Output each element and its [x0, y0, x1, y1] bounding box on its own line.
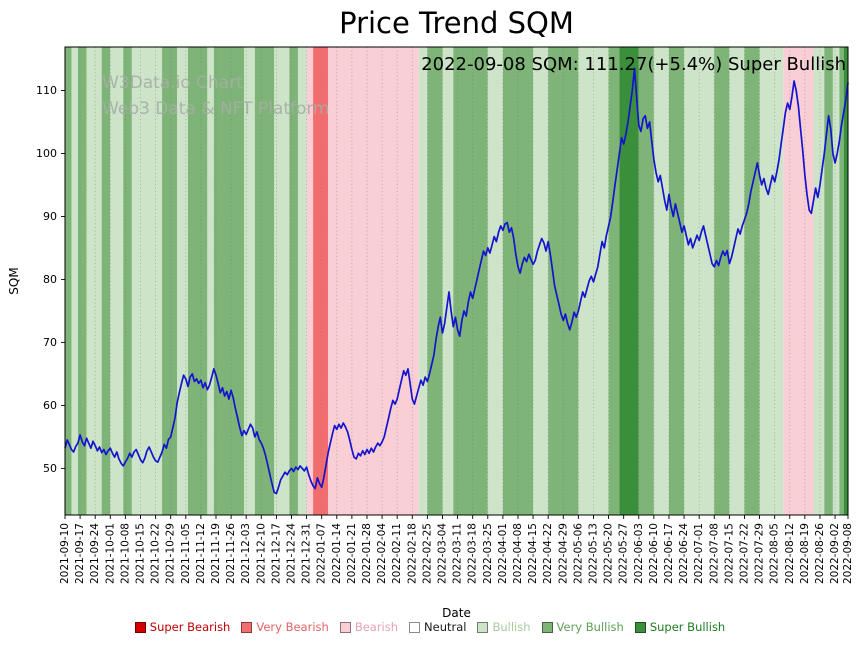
legend-label: Super Bearish: [149, 620, 231, 634]
y-tick-label: 90: [43, 210, 57, 223]
latest-value-annotation: 2022-09-08 SQM: 111.27(+5.4%) Super Bull…: [421, 54, 846, 75]
x-tick-label: 2021-12-17: [270, 523, 282, 584]
x-tick-label: 2022-04-22: [542, 523, 554, 584]
legend-item-very-bullish: Very Bullish: [541, 620, 624, 634]
x-tick-label: 2022-07-01: [693, 523, 705, 584]
x-tick-label: 2021-11-19: [210, 523, 222, 584]
x-tick-label: 2021-11-26: [225, 523, 237, 584]
legend-label: Super Bullish: [649, 620, 726, 634]
y-tick-label: 80: [43, 273, 57, 286]
chart-title: Price Trend SQM: [339, 6, 574, 40]
legend-swatch-bullish: [477, 621, 489, 633]
legend-swatch-super-bullish: [634, 621, 646, 633]
x-tick-label: 2022-09-02: [829, 523, 841, 584]
watermark: W3Data.io Chart Web3 Data & NFT Platform: [102, 70, 330, 123]
x-tick-label: 2022-09-08: [842, 523, 854, 584]
y-tick-label: 100: [36, 147, 57, 160]
x-tick-label: 2022-03-04: [436, 523, 448, 584]
x-tick-label: 2022-04-15: [527, 523, 539, 584]
y-tick-label: 50: [43, 462, 57, 475]
x-tick-label: 2022-07-29: [754, 523, 766, 584]
x-tick-label: 2021-09-17: [74, 523, 86, 584]
y-tick-label: 60: [43, 399, 57, 412]
watermark-line1: W3Data.io Chart: [102, 73, 243, 93]
x-tick-label: 2022-01-14: [331, 523, 343, 584]
legend-item-neutral: Neutral: [409, 620, 466, 634]
x-tick-label: 2022-02-04: [376, 523, 388, 584]
ticks-layer: [61, 90, 849, 519]
x-tick-label: 2022-05-13: [587, 523, 599, 584]
x-tick-label: 2022-02-11: [391, 523, 403, 584]
x-tick-label: 2022-05-27: [618, 523, 630, 584]
legend-item-super-bullish: Super Bullish: [634, 620, 726, 634]
price-line: [64, 67, 849, 495]
x-tick-label: 2022-07-22: [738, 523, 750, 584]
x-tick-label: 2022-07-15: [723, 523, 735, 584]
x-tick-label: 2022-05-06: [572, 523, 584, 584]
x-tick-label: 2021-09-24: [89, 523, 101, 584]
legend-label: Bearish: [354, 620, 399, 634]
legend-swatch-neutral: [409, 621, 421, 633]
x-tick-label: 2022-04-08: [512, 523, 524, 584]
y-tick-label: 110: [36, 84, 57, 97]
x-tick-label: 2022-06-24: [678, 523, 690, 584]
watermark-line2: Web3 Data & NFT Platform: [102, 99, 330, 120]
x-tick-label: 2021-10-15: [134, 523, 146, 584]
y-axis-label: SQM: [7, 267, 21, 295]
legend-item-bullish: Bullish: [477, 620, 531, 634]
x-tick-label: 2021-11-12: [195, 523, 207, 584]
x-tick-label: 2022-08-12: [784, 523, 796, 584]
x-tick-label: 2022-01-07: [316, 523, 328, 584]
legend: Super Bearish Very Bearish Bearish Neutral B…: [0, 620, 860, 634]
x-tick-label: 2022-01-21: [346, 523, 358, 584]
x-tick-label: 2021-11-05: [180, 523, 192, 584]
x-tick-label: 2021-10-01: [104, 523, 116, 584]
x-tick-label: 2022-04-01: [497, 523, 509, 584]
x-tick-label: 2021-10-29: [165, 523, 177, 584]
y-tick-labels: 50 60 70 80 90 100 110: [36, 84, 57, 475]
legend-swatch-super-bearish: [134, 621, 146, 633]
x-tick-label: 2022-07-08: [708, 523, 720, 584]
legend-label: Bullish: [492, 620, 531, 634]
legend-item-bearish: Bearish: [339, 620, 399, 634]
x-tick-label: 2022-03-11: [452, 523, 464, 584]
x-tick-label: 2022-08-05: [769, 523, 781, 584]
x-tick-label: 2021-12-03: [240, 523, 252, 584]
x-tick-label: 2022-04-29: [557, 523, 569, 584]
legend-swatch-bearish: [339, 621, 351, 633]
x-tick-label: 2022-02-25: [421, 523, 433, 584]
y-tick-label: 70: [43, 336, 57, 349]
legend-label: Very Bullish: [556, 620, 624, 634]
x-axis-label: Date: [442, 606, 471, 620]
x-tick-label: 2022-03-18: [467, 523, 479, 584]
x-tick-label: 2021-09-10: [59, 523, 71, 584]
axes-border: [64, 46, 849, 516]
x-tick-label: 2022-08-26: [814, 523, 826, 584]
x-tick-label: 2022-06-17: [663, 523, 675, 584]
legend-swatch-very-bullish: [541, 621, 553, 633]
x-tick-labels: 2021-09-10 2021-09-17 2021-09-24 2021-10-01…: [59, 523, 854, 584]
legend-item-very-bearish: Very Bearish: [241, 620, 329, 634]
legend-item-super-bearish: Super Bearish: [134, 620, 231, 634]
x-tick-label: 2021-12-24: [285, 523, 297, 584]
x-tick-label: 2022-03-25: [482, 523, 494, 584]
legend-label: Very Bearish: [256, 620, 329, 634]
legend-swatch-very-bearish: [241, 621, 253, 633]
x-tick-label: 2022-06-10: [648, 523, 660, 584]
sentiment-bands-layer: [65, 47, 848, 515]
x-tick-label: 2021-12-31: [301, 523, 313, 584]
x-tick-label: 2022-08-19: [799, 523, 811, 584]
x-tick-label: 2021-12-10: [255, 523, 267, 584]
x-tick-label: 2022-01-28: [361, 523, 373, 584]
x-tick-label: 2022-02-18: [406, 523, 418, 584]
x-tick-label: 2022-05-20: [603, 523, 615, 584]
x-tick-label: 2021-10-08: [119, 523, 131, 584]
x-tick-label: 2022-06-03: [633, 523, 645, 584]
legend-label: Neutral: [424, 620, 467, 634]
x-tick-label: 2021-10-22: [150, 523, 162, 584]
